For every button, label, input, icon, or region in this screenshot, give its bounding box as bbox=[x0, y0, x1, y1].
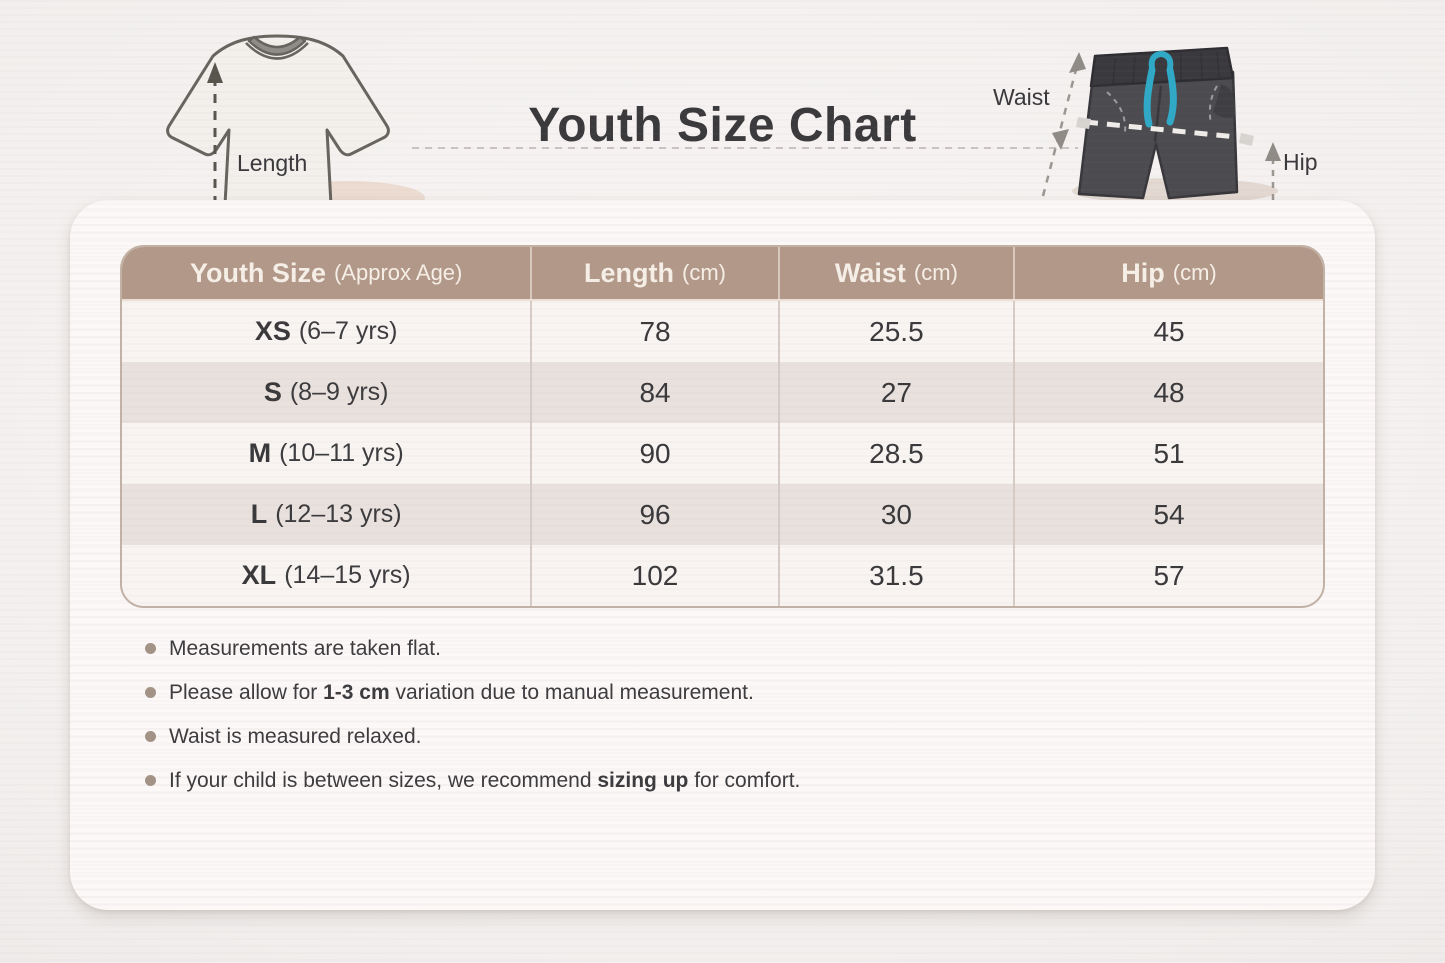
table-row-m: M (10–11 yrs) 90 28.5 51 bbox=[122, 423, 1323, 484]
note-text: Measurements are taken flat. bbox=[169, 636, 441, 660]
hip-cell: 51 bbox=[1013, 423, 1323, 484]
size-cell: L (12–13 yrs) bbox=[122, 484, 530, 545]
header-hip: Hip (cm) bbox=[1013, 247, 1323, 299]
table-row-xs: XS (6–7 yrs) 78 25.5 45 bbox=[122, 301, 1323, 362]
waist-cell: 30 bbox=[777, 484, 1013, 545]
size-age: (12–13 yrs) bbox=[275, 500, 402, 528]
size-age: (6–7 yrs) bbox=[298, 317, 398, 345]
bullet-icon bbox=[145, 643, 156, 654]
note-text: for comfort. bbox=[688, 768, 801, 792]
waist-label: Waist bbox=[993, 84, 1050, 110]
note-text: If your child is between sizes, we recom… bbox=[169, 768, 598, 792]
hip-cell: 54 bbox=[1013, 484, 1323, 545]
waist-cell: 31.5 bbox=[777, 545, 1013, 606]
size-code: S bbox=[263, 377, 282, 407]
header-sub: (Approx Age) bbox=[333, 260, 463, 285]
size-cell: M (10–11 yrs) bbox=[122, 423, 530, 484]
length-label: Length bbox=[237, 150, 308, 176]
note-text: Waist is measured relaxed. bbox=[169, 724, 422, 748]
note-text: Please allow for bbox=[169, 680, 324, 704]
header-sub: (cm) bbox=[913, 260, 958, 285]
shorts-icon bbox=[1041, 46, 1281, 204]
size-cell: XS (6–7 yrs) bbox=[122, 301, 530, 362]
header-length: Length (cm) bbox=[530, 247, 777, 299]
table-row-xl: XL (14–15 yrs) 102 31.5 57 bbox=[122, 545, 1323, 606]
note-text: variation due to manual measurement. bbox=[389, 680, 754, 704]
size-cell: XL (14–15 yrs) bbox=[122, 545, 530, 606]
waist-arrow-icon bbox=[1041, 61, 1080, 197]
shorts-illustration bbox=[985, 28, 1330, 204]
size-code: L bbox=[250, 499, 268, 529]
tshirt-illustration bbox=[135, 30, 425, 215]
header-sub: (cm) bbox=[1172, 260, 1217, 285]
header-youth-size: Youth Size (Approx Age) bbox=[122, 247, 530, 299]
note-text-bold: 1-3 cm bbox=[323, 680, 390, 704]
drawstring-icon bbox=[1148, 51, 1174, 71]
bullet-icon bbox=[145, 731, 156, 742]
tshirt-icon bbox=[166, 34, 425, 215]
length-cell: 84 bbox=[530, 362, 777, 423]
note-text-bold: sizing up bbox=[597, 768, 689, 792]
note-item: Measurements are taken flat. bbox=[145, 637, 800, 660]
table-row-s: S (8–9 yrs) 84 27 48 bbox=[122, 362, 1323, 423]
table-header-row: Youth Size (Approx Age) Length (cm) Wais… bbox=[122, 247, 1323, 301]
note-item: Please allow for 1-3 cm variation due to… bbox=[145, 681, 800, 704]
waist-cell: 28.5 bbox=[777, 423, 1013, 484]
header-sub: (cm) bbox=[682, 260, 726, 285]
length-cell: 78 bbox=[530, 301, 777, 362]
length-cell: 102 bbox=[530, 545, 777, 606]
size-age: (8–9 yrs) bbox=[289, 378, 389, 406]
size-cell: S (8–9 yrs) bbox=[122, 362, 530, 423]
hip-label: Hip bbox=[1283, 149, 1318, 175]
waist-cell: 25.5 bbox=[777, 301, 1013, 362]
notes-list: Measurements are taken flat. Please allo… bbox=[145, 637, 800, 792]
hip-cell: 45 bbox=[1013, 301, 1323, 362]
note-item: If your child is between sizes, we recom… bbox=[145, 769, 800, 792]
note-item: Waist is measured relaxed. bbox=[145, 725, 800, 748]
header-main: Length bbox=[584, 257, 675, 288]
header-main: Waist bbox=[834, 257, 906, 288]
size-code: XS bbox=[254, 316, 291, 346]
table-row-l: L (12–13 yrs) 96 30 54 bbox=[122, 484, 1323, 545]
size-table: Youth Size (Approx Age) Length (cm) Wais… bbox=[120, 245, 1325, 608]
size-code: XL bbox=[241, 560, 277, 590]
header-main: Youth Size bbox=[189, 257, 326, 288]
size-code: M bbox=[248, 438, 272, 468]
size-age: (14–15 yrs) bbox=[284, 561, 411, 589]
bullet-icon bbox=[145, 687, 156, 698]
header-waist: Waist (cm) bbox=[777, 247, 1013, 299]
size-age: (10–11 yrs) bbox=[279, 439, 404, 467]
waist-cell: 27 bbox=[777, 362, 1013, 423]
bullet-icon bbox=[145, 775, 156, 786]
header-main: Hip bbox=[1121, 257, 1165, 288]
dashed-divider-line bbox=[412, 147, 1078, 149]
hip-cell: 57 bbox=[1013, 545, 1323, 606]
hip-measure-line bbox=[1084, 119, 1248, 141]
page-title: Youth Size Chart bbox=[528, 99, 917, 153]
length-cell: 90 bbox=[530, 423, 777, 484]
length-cell: 96 bbox=[530, 484, 777, 545]
hip-cell: 48 bbox=[1013, 362, 1323, 423]
size-chart-card: Youth Size (Approx Age) Length (cm) Wais… bbox=[70, 200, 1375, 910]
